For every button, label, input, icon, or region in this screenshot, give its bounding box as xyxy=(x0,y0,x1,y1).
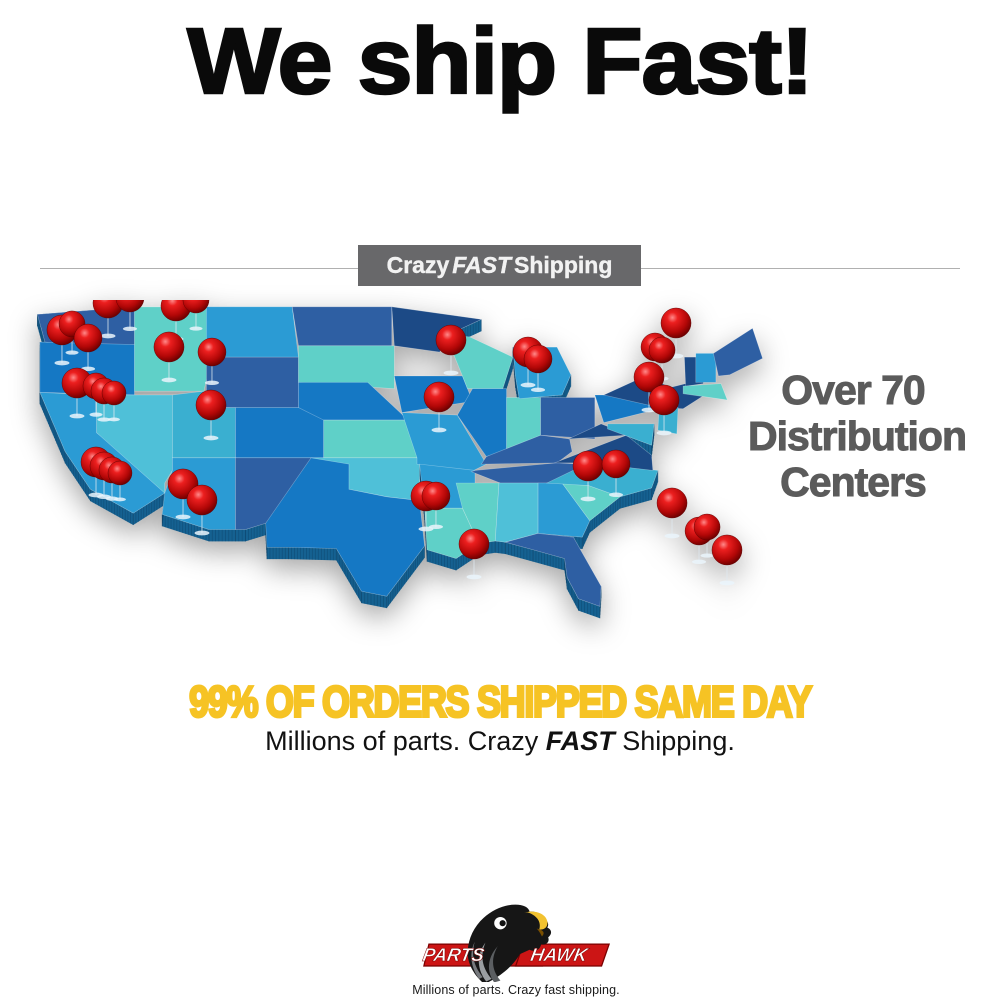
svg-text:HAWK: HAWK xyxy=(528,944,590,965)
svg-text:PARTS: PARTS xyxy=(421,944,486,965)
